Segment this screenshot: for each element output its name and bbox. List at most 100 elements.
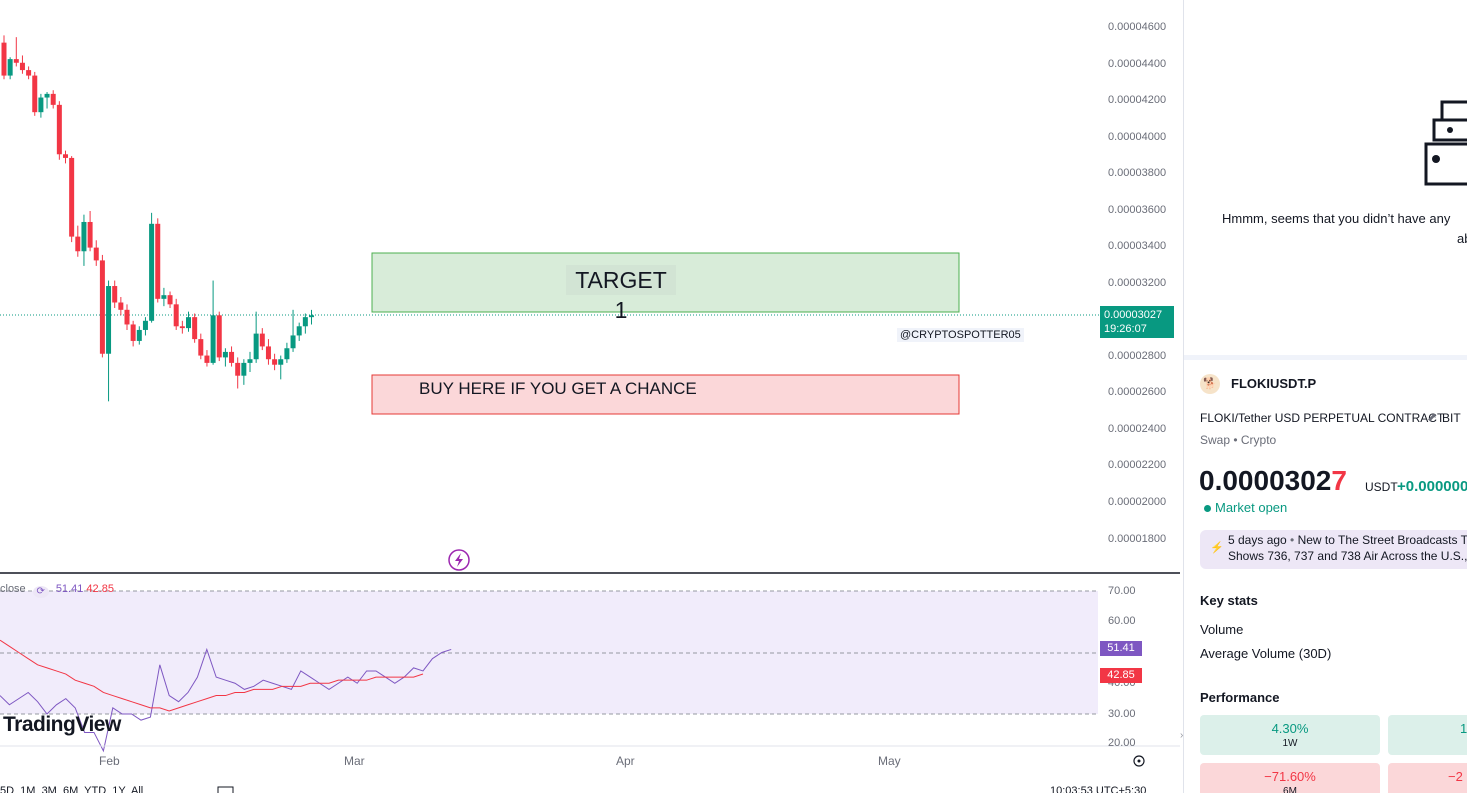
price-tick: 0.00003800 <box>1108 167 1167 179</box>
candle-body <box>186 317 191 329</box>
tradingview-logo[interactable]: TradingView <box>3 713 121 736</box>
buy-zone[interactable] <box>371 374 960 415</box>
avg-volume-label: Average Volume (30D) <box>1200 646 1332 661</box>
price-tick: 0.00002000 <box>1108 496 1167 508</box>
symbol-description: FLOKI/Tether USD PERPETUAL CONTRACT <box>1200 411 1445 425</box>
price-tick: 0.00001800 <box>1108 533 1167 545</box>
date-tick: May <box>878 754 901 768</box>
rsi-tick: 60.00 <box>1108 615 1136 627</box>
currency: USDT <box>1365 480 1398 494</box>
price-tick: 0.00002200 <box>1108 459 1167 471</box>
price-tick: 0.00002400 <box>1108 423 1167 435</box>
panel-collapse-icon[interactable]: › <box>1180 730 1184 741</box>
candle-body <box>272 359 278 365</box>
candle-body <box>63 154 68 158</box>
candle-body <box>241 362 247 376</box>
candle-body <box>173 304 179 327</box>
candle-body <box>124 309 130 325</box>
perf-value: 4.30% <box>1271 721 1309 736</box>
news-line1: 5 days ago • New to The Street Broadcast… <box>1228 533 1467 547</box>
candle-body <box>93 247 99 261</box>
robot-illustration-icon <box>1424 100 1467 186</box>
candle-body <box>112 286 118 303</box>
news-lightning-icon: ⚡ <box>1210 542 1224 554</box>
candle-body <box>118 302 124 310</box>
panel-divider <box>1184 355 1467 360</box>
candle-body <box>161 295 167 299</box>
external-link-icon[interactable]: ⬈ <box>1427 410 1438 424</box>
symbol-name[interactable]: FLOKIUSDT.P <box>1231 376 1317 391</box>
candle-body <box>302 317 308 327</box>
perf-value: −71.60% <box>1264 769 1316 784</box>
rsi-tick: 30.00 <box>1108 708 1136 720</box>
candle-body <box>204 355 210 363</box>
price-tick: 0.00002600 <box>1108 386 1167 398</box>
refresh-icon[interactable]: ⟳ <box>32 586 49 598</box>
rsi-source: close <box>0 583 26 595</box>
candle-body <box>75 236 81 252</box>
market-status: Market open <box>1204 500 1287 515</box>
last-price-digit: 7 <box>1331 465 1347 496</box>
rsi-tick: 70.00 <box>1108 585 1136 597</box>
perf-box-6m[interactable]: −71.60% 6M <box>1200 763 1380 793</box>
candle-body <box>284 348 290 360</box>
empty-message-line1: Hmmm, seems that you didn’t have any <box>1222 211 1451 226</box>
rsi-ma-line <box>0 639 424 712</box>
price-tick: 0.00002800 <box>1108 350 1167 362</box>
candle-body <box>26 70 32 76</box>
exchange-name: BIT <box>1442 411 1461 425</box>
perf-period: 6M <box>1283 786 1297 793</box>
price-tick: 0.00004000 <box>1108 131 1167 143</box>
candle-body <box>130 324 136 341</box>
candle-body <box>32 75 38 113</box>
news-headline-2: Shows 736, 737 and 738 Air Across the U.… <box>1228 549 1467 563</box>
perf-period: 1W <box>1282 738 1298 749</box>
right-panel: Hmmm, seems that you didn’t have any ab … <box>1183 0 1467 793</box>
candle-body <box>44 93 50 98</box>
candle-body <box>19 62 25 71</box>
rsi-tick: 20.00 <box>1108 737 1136 749</box>
range-buttons[interactable]: 5D 1M 3M 6M YTD 1Y All <box>0 785 144 793</box>
target-label-bg <box>566 265 676 295</box>
candle-body <box>278 359 284 365</box>
last-price: 0.00003027 <box>1199 465 1347 497</box>
perf-box-1m[interactable]: 1 <box>1388 715 1467 755</box>
price-tick: 0.00004400 <box>1108 58 1167 70</box>
price-tick: 0.00004600 <box>1108 21 1167 33</box>
gear-center <box>1137 759 1141 763</box>
candle-body <box>265 346 271 360</box>
candle-body <box>167 295 173 305</box>
perf-box-ytd[interactable]: −2 <box>1388 763 1467 793</box>
candle-body <box>13 59 19 63</box>
candle-body <box>50 93 56 105</box>
floki-logo-icon: 🐕 <box>1200 374 1220 394</box>
candle-body <box>142 320 148 330</box>
candle-body <box>290 335 296 349</box>
perf-box-1w[interactable]: 4.30% 1W <box>1200 715 1380 755</box>
date-tick: Apr <box>616 754 635 768</box>
bar-countdown: 19:26:07 <box>1104 323 1147 335</box>
candle-body <box>259 333 265 347</box>
candle-body <box>106 286 112 354</box>
author-watermark: @CRYPTOSPOTTER05 <box>897 328 1024 342</box>
rsi-legend-value: 51.41 <box>55 583 84 595</box>
candle-body <box>136 329 142 341</box>
buy-zone-label: BUY HERE IF YOU GET A CHANCE <box>419 379 697 398</box>
rsi-legend[interactable]: close ⟳ 51.41 42.85 <box>0 583 114 598</box>
candle-body <box>247 359 253 363</box>
candle-body <box>69 157 75 237</box>
type-tags: Swap • Crypto <box>1200 433 1277 447</box>
candle-body <box>222 351 228 358</box>
news-headline-1: New to The Street Broadcasts T <box>1297 533 1467 547</box>
rsi-line <box>0 647 452 753</box>
candle-body <box>81 221 87 252</box>
calendar-icon[interactable] <box>217 786 234 793</box>
settings-gear-icon[interactable] <box>1133 755 1145 767</box>
rsi-legend-ma: 42.85 <box>86 583 114 595</box>
candle-body <box>99 260 105 354</box>
candle-body <box>198 339 204 356</box>
news-card[interactable]: ⚡ 5 days ago • New to The Street Broadca… <box>1200 530 1467 569</box>
perf-value: −2 <box>1448 769 1463 784</box>
chart-area[interactable]: 0.00004600 0.00004400 0.00004200 0.00004… <box>0 0 1180 793</box>
date-tick: Feb <box>99 754 120 768</box>
